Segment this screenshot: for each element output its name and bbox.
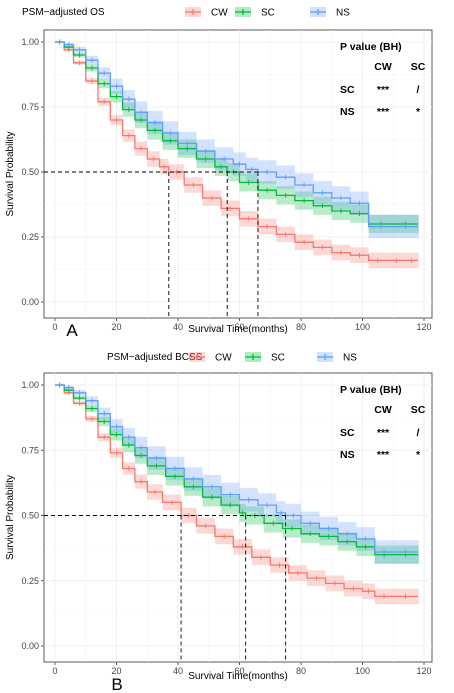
legend-label-sc: SC (271, 353, 285, 364)
legend-label-cw: CW (211, 8, 228, 19)
y-tick-label: 0.00 (21, 641, 39, 651)
legend-title: PSM−adjusted BCSS (107, 352, 203, 363)
panel-a-chart: 0 20 40 60 80 100 120 0.00 0.25 0.50 0.75 1.00 Survi… (5, 7, 433, 340)
y-axis-label: Survival Probability (5, 475, 16, 560)
pvalue-row-label: NS (340, 106, 355, 118)
x-tick-label: 20 (111, 322, 121, 332)
pvalue-cell: * (416, 449, 421, 461)
pvalue-cell: *** (377, 84, 390, 96)
y-tick-label: 0.25 (21, 576, 39, 586)
panel-b-chart: 0 20 40 60 80 100 120 0.00 0.25 0.50 0.75 1.00 Survi… (5, 352, 433, 693)
pvalue-col-header: SC (411, 404, 426, 416)
pvalue-title: P value (BH) (340, 384, 402, 396)
y-tick-label: 0.25 (21, 232, 39, 242)
ci-band-sc (55, 385, 419, 564)
survival-curve-cw (55, 384, 418, 598)
pvalue-col-header: SC (411, 61, 426, 73)
panel-label: A (66, 321, 78, 340)
pvalue-col-header: CW (374, 404, 392, 416)
pvalue-cell: *** (377, 427, 390, 439)
survival-curve-ns (55, 41, 418, 228)
panel-label: B (111, 675, 122, 693)
x-axis-label: Survival Time(months) (188, 324, 287, 335)
pvalue-cell: / (417, 84, 420, 96)
legend-label-sc: SC (261, 8, 275, 19)
x-tick-label: 20 (111, 666, 121, 676)
legend-label-cw: CW (215, 353, 232, 364)
pvalue-col-header: CW (374, 61, 392, 73)
pvalue-title: P value (BH) (340, 41, 402, 53)
legend-label-ns: NS (343, 353, 357, 364)
x-tick-label: 40 (173, 322, 183, 332)
x-tick-label: 40 (173, 666, 183, 676)
x-tick-label: 80 (296, 322, 306, 332)
panel-a-panel-border (43, 29, 433, 319)
y-axis-label: Survival Probability (5, 131, 16, 216)
pvalue-row-label: SC (340, 427, 355, 439)
x-tick-label: 60 (234, 322, 244, 332)
y-tick-label: 0.75 (21, 102, 39, 112)
pvalue-row-label: NS (340, 449, 355, 461)
pvalue-cell: *** (377, 106, 390, 118)
pvalue-cell: * (416, 106, 421, 118)
x-tick-label: 0 (52, 322, 57, 332)
x-tick-label: 60 (234, 666, 244, 676)
x-tick-label: 120 (416, 322, 431, 332)
x-axis-label: Survival Time(months) (188, 671, 287, 682)
x-tick-label: 100 (355, 666, 370, 676)
y-tick-label: 0.50 (21, 511, 39, 521)
pvalue-row-label: SC (340, 84, 355, 96)
ci-band-ns (55, 385, 419, 564)
panel-b-panel-border (43, 372, 433, 663)
x-tick-label: 80 (296, 666, 306, 676)
legend-label-ns: NS (336, 8, 350, 19)
x-tick-label: 120 (416, 666, 431, 676)
legend-title: PSM−adjusted OS (22, 7, 105, 18)
pvalue-cell: / (417, 427, 420, 439)
pvalue-cell: *** (377, 449, 390, 461)
x-tick-label: 0 (52, 666, 57, 676)
survival-curve-ns (55, 384, 418, 553)
x-tick-label: 100 (355, 322, 370, 332)
y-tick-label: 0.75 (21, 445, 39, 455)
y-tick-label: 1.00 (21, 380, 39, 390)
y-tick-label: 1.00 (21, 37, 39, 47)
ci-band-ns (55, 42, 419, 239)
y-tick-label: 0.50 (21, 167, 39, 177)
y-tick-label: 0.00 (21, 297, 39, 307)
